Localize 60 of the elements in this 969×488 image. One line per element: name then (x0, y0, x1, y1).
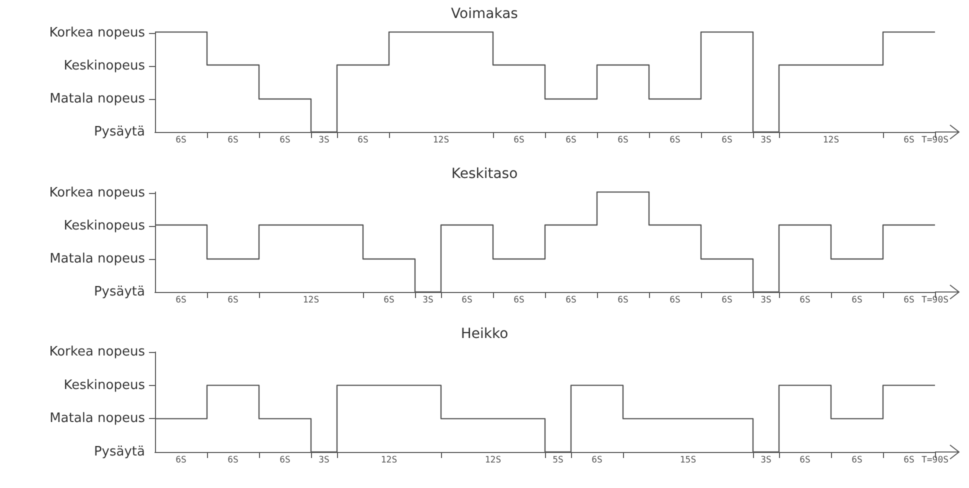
x-tick-label: 12S (432, 136, 450, 146)
x-tick-label: 6S (852, 296, 862, 306)
x-tick-label: 3S (760, 296, 772, 306)
x-tick-label: 3S (760, 136, 772, 146)
x-tick-label: 6S (228, 296, 238, 306)
x-tick-label: T=90S (921, 136, 949, 146)
x-tick-label: 6S (566, 136, 576, 146)
x-tick-label: 6S (722, 136, 732, 146)
x-tick-label: 12S (484, 456, 502, 466)
x-tick-label: 6S (670, 136, 680, 146)
text: Pysäytä (94, 284, 145, 300)
x-tick-label: 6S (176, 296, 186, 306)
x-tick-label: 6S (852, 456, 862, 466)
text: Korkea nopeus (49, 26, 146, 40)
x-tick-label: 6S (280, 136, 290, 146)
x-tick-label: T=90S (921, 296, 949, 306)
x-tick-label: 6S (228, 456, 238, 466)
x-tick-label: 5S (552, 456, 564, 466)
text: Korkea nopeus (49, 344, 146, 360)
x-tick-label: 6S (384, 296, 394, 306)
x-tick-label: 3S (760, 456, 772, 466)
x-tick-label: 6S (592, 456, 602, 466)
text: Keskinopeus (64, 218, 146, 234)
x-tick-label: 6S (904, 136, 914, 146)
text: Keskinopeus (64, 378, 146, 393)
x-tick-label: 15S (680, 456, 696, 466)
x-tick-label: 6S (904, 456, 914, 466)
x-tick-label: 6S (618, 136, 628, 146)
text: Keskinopeus (64, 58, 146, 74)
x-tick-label: 6S (618, 296, 628, 306)
x-tick-label: 3S (318, 456, 330, 466)
text: Matala nopeus (50, 92, 146, 106)
text: Pysäytä (94, 444, 145, 460)
chart-title: Voimakas (451, 6, 518, 22)
x-tick-label: 3S (318, 136, 330, 146)
x-tick-label: 6S (800, 456, 810, 466)
x-tick-label: 12S (380, 456, 398, 466)
x-tick-label: 6S (566, 296, 576, 306)
x-tick-label: 6S (722, 296, 732, 306)
text: Korkea nopeus (49, 186, 146, 200)
x-tick-label: 12S (822, 136, 840, 146)
chart-title: Heikko (460, 326, 508, 342)
x-tick-label: 3S (422, 296, 434, 306)
x-tick-label: T=90S (921, 456, 949, 466)
x-tick-label: 6S (228, 136, 238, 146)
x-tick-label: 6S (462, 296, 472, 306)
text: Matala nopeus (50, 252, 146, 266)
x-tick-label: 6S (176, 136, 186, 146)
x-tick-label: 6S (514, 296, 524, 306)
x-tick-label: 6S (800, 296, 810, 306)
x-tick-label: 6S (904, 296, 914, 306)
x-tick-label: 12S (302, 296, 320, 306)
x-tick-label: 6S (670, 296, 680, 306)
x-tick-label: 6S (280, 456, 290, 466)
text: Pysäytä (94, 124, 145, 140)
x-tick-label: 6S (358, 136, 368, 146)
x-tick-label: 6S (514, 136, 524, 146)
text: Matala nopeus (50, 411, 146, 426)
chart-title: Keskitaso (451, 166, 518, 182)
x-tick-label: 6S (176, 456, 186, 466)
